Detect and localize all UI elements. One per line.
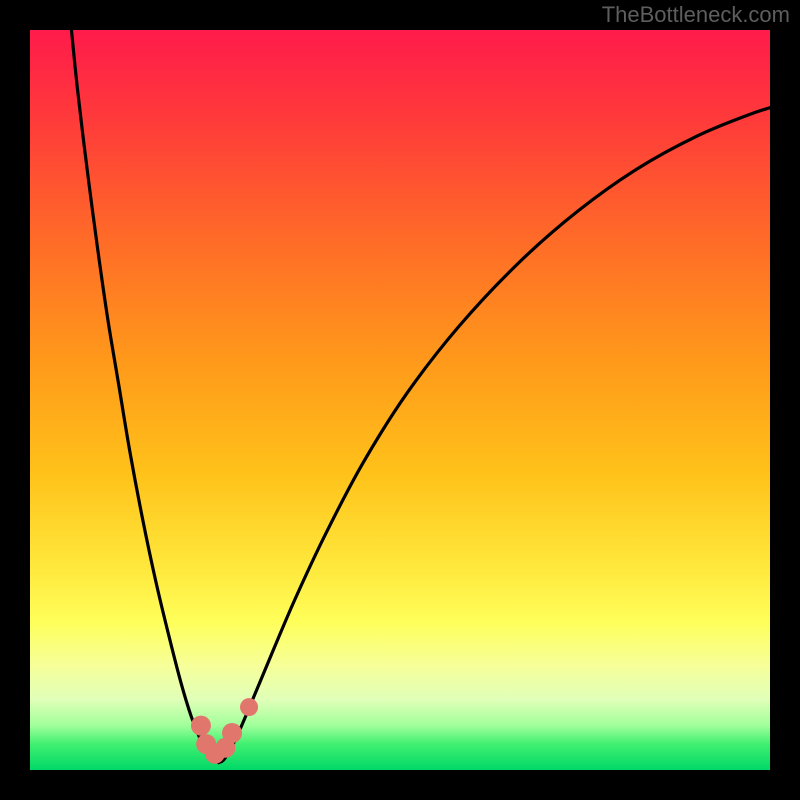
plot-area <box>30 30 770 770</box>
highlight-dot <box>191 716 211 736</box>
watermark-label: TheBottleneck.com <box>602 2 790 28</box>
chart-root: TheBottleneck.com <box>0 0 800 800</box>
plot-svg <box>30 30 770 770</box>
gradient-background <box>30 30 770 770</box>
highlight-dot <box>222 723 242 743</box>
highlight-dot <box>240 698 258 716</box>
